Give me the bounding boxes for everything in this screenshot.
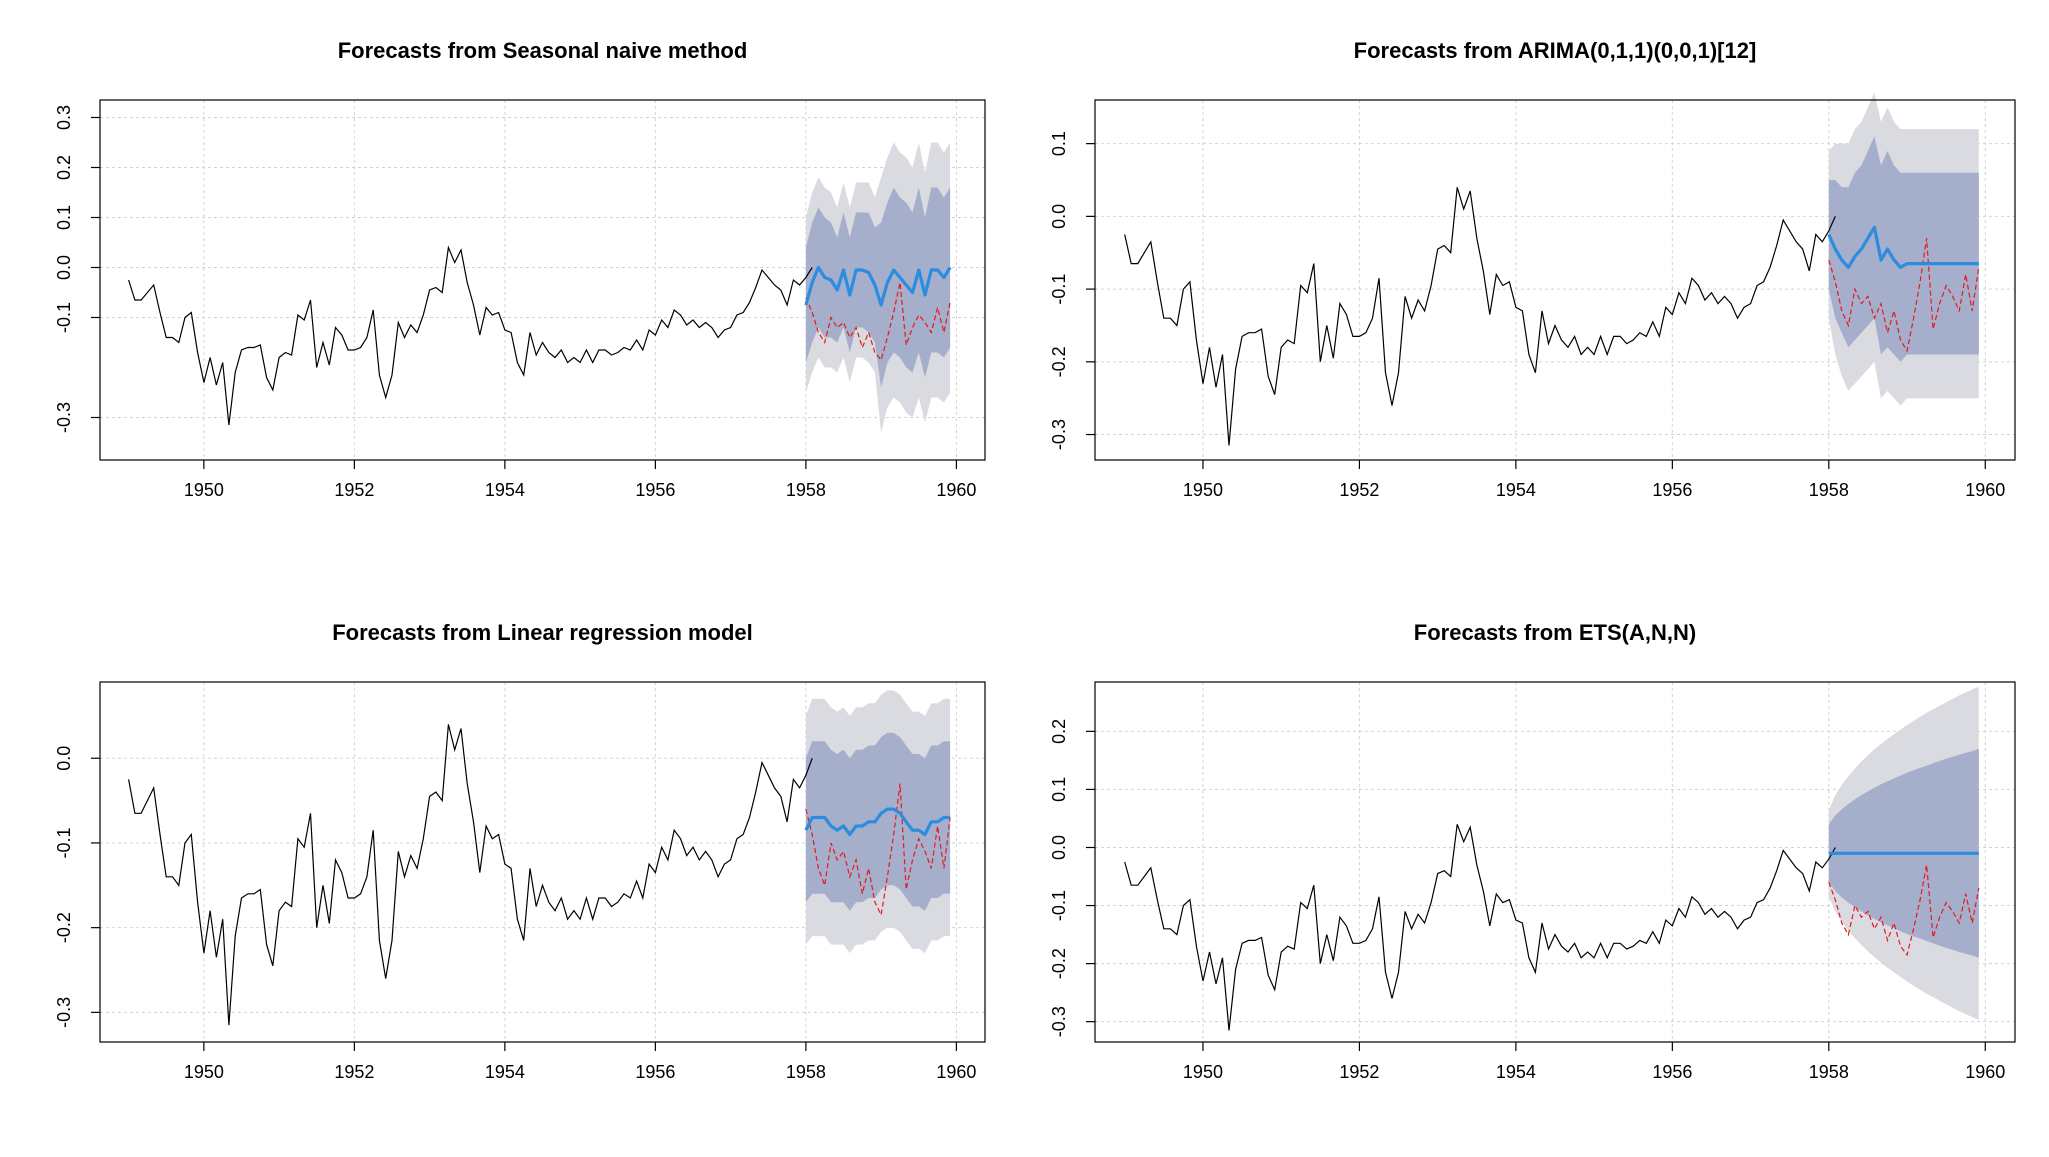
y-tick-label: -0.3 xyxy=(1049,419,1069,450)
series-actual xyxy=(1828,864,1980,957)
x-tick-label: 1956 xyxy=(635,480,675,500)
x-tick-label: 1950 xyxy=(184,1062,224,1082)
y-tick-label: 0.3 xyxy=(54,105,74,130)
x-tick-label: 1960 xyxy=(936,480,976,500)
x-tick-label: 1954 xyxy=(1496,480,1536,500)
series-forecast xyxy=(804,265,952,307)
y-tick-label: -0.3 xyxy=(1049,1006,1069,1037)
band-80 xyxy=(805,732,951,911)
x-tick-label: 1956 xyxy=(635,1062,675,1082)
x-tick-label: 1950 xyxy=(184,480,224,500)
series-actual xyxy=(805,783,951,917)
x-tick-label: 1950 xyxy=(1183,480,1223,500)
x-tick-label: 1960 xyxy=(1965,1062,2005,1082)
band-80 xyxy=(805,187,951,388)
x-tick-label: 1958 xyxy=(1809,480,1849,500)
series-history xyxy=(128,245,813,426)
y-tick-label: -0.1 xyxy=(1049,274,1069,305)
y-tick-label: -0.1 xyxy=(1049,890,1069,921)
grid xyxy=(1095,682,2015,1042)
chart-title: Forecasts from ETS(A,N,N) xyxy=(1414,620,1696,645)
y-tick-label: 0.1 xyxy=(1049,777,1069,802)
chart-title: Forecasts from Linear regression model xyxy=(332,620,753,645)
plot-frame xyxy=(1094,99,2016,461)
y-tick-label: 0.1 xyxy=(54,205,74,230)
y-tick-label: 0.0 xyxy=(1049,835,1069,860)
band-80 xyxy=(1828,136,1979,362)
y-tick-label: -0.3 xyxy=(54,997,74,1028)
x-tick-label: 1960 xyxy=(936,1062,976,1082)
y-tick-label: -0.2 xyxy=(1049,948,1069,979)
y-tick-label: -0.3 xyxy=(54,402,74,433)
x-tick-label: 1952 xyxy=(334,1062,374,1082)
x-tick-label: 1960 xyxy=(1965,480,2005,500)
chart-panel-ets: 1950 1952 1954 1956 1958 1960 -0.3 -0.2 -0.1 0.0 0… xyxy=(1049,620,2016,1082)
grid xyxy=(100,682,985,1042)
series-history xyxy=(1124,824,1836,1031)
series-history xyxy=(1124,187,1836,446)
x-tick-label: 1958 xyxy=(786,1062,826,1082)
x-tick-label: 1958 xyxy=(1809,1062,1849,1082)
series-forecast xyxy=(1827,225,1979,269)
y-tick-label: 0.1 xyxy=(1049,131,1069,156)
y-tick-label: 0.0 xyxy=(54,746,74,771)
y-tick-label: -0.2 xyxy=(54,912,74,943)
plot-frame xyxy=(1094,681,2016,1043)
y-tick-label: -0.1 xyxy=(54,302,74,333)
chart-title: Forecasts from ARIMA(0,1,1)(0,0,1)[12] xyxy=(1354,38,1757,63)
chart-panel-linreg: 1950 1952 1954 1956 1958 1960 -0.3 -0.2 -0.1 0.0 F… xyxy=(54,620,986,1082)
x-tick-label: 1954 xyxy=(485,480,525,500)
x-tick-label: 1956 xyxy=(1652,480,1692,500)
x-tick-label: 1958 xyxy=(786,480,826,500)
series-actual xyxy=(1828,238,1980,353)
y-tick-label: 0.2 xyxy=(1049,719,1069,744)
y-tick-label: -0.2 xyxy=(1049,346,1069,377)
series-actual xyxy=(805,282,951,362)
plot-frame xyxy=(99,99,986,461)
y-tick-label: 0.2 xyxy=(54,155,74,180)
grid xyxy=(1095,100,2015,460)
chart-panel-snaive: 1950 1952 1954 1956 1958 1960 -0.3 -0.1 0.0 0.1 0.… xyxy=(54,38,986,500)
series-history xyxy=(128,724,813,1026)
series-forecast xyxy=(804,807,951,837)
x-tick-label: 1950 xyxy=(1183,1062,1223,1082)
x-tick-label: 1956 xyxy=(1652,1062,1692,1082)
y-tick-label: -0.1 xyxy=(54,827,74,858)
grid xyxy=(100,100,985,460)
chart-title: Forecasts from Seasonal naive method xyxy=(338,38,748,63)
x-tick-label: 1952 xyxy=(1339,1062,1379,1082)
plot-frame xyxy=(99,681,986,1043)
y-tick-label: 0.0 xyxy=(1049,204,1069,229)
chart-panel-arima: 1950 1952 1954 1956 1958 1960 -0.3 -0.2 -0.1 0.0 0… xyxy=(1049,38,2016,500)
x-tick-label: 1954 xyxy=(485,1062,525,1082)
x-tick-label: 1954 xyxy=(1496,1062,1536,1082)
x-tick-label: 1952 xyxy=(1339,480,1379,500)
y-tick-label: 0.0 xyxy=(54,255,74,280)
x-tick-label: 1952 xyxy=(334,480,374,500)
